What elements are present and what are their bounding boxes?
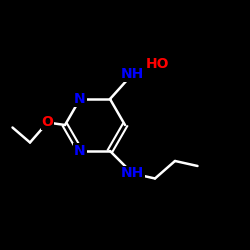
Text: NH: NH	[121, 67, 144, 81]
Text: N: N	[74, 92, 86, 106]
Text: NH: NH	[121, 166, 144, 180]
Text: N: N	[74, 144, 86, 158]
Text: HO: HO	[146, 57, 169, 71]
Text: O: O	[42, 116, 54, 130]
